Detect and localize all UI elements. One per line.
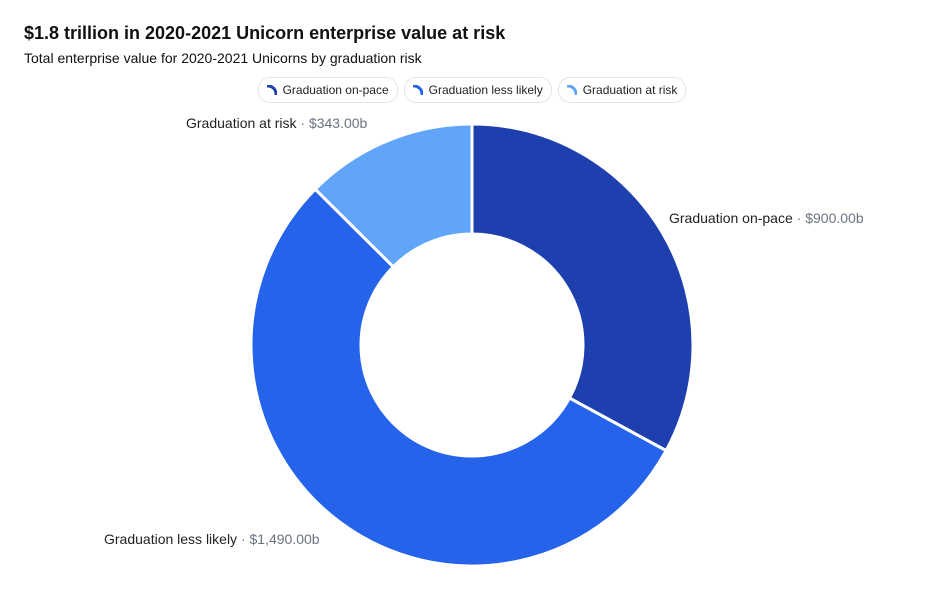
slice-label: Graduation at risk · $343.00b [186,115,368,131]
slice-graduation-less-likely[interactable] [249,187,668,568]
chart-title: $1.8 trillion in 2020-2021 Unicorn enter… [24,23,506,43]
slice-label-value: $343.00b [309,115,368,131]
slice-label-value: $900.00b [805,210,864,226]
slice-label: Graduation less likely · $1,490.00b [104,531,320,547]
legend-swatch-shape [412,85,423,95]
chart-subtitle: Total enterprise value for 2020-2021 Uni… [24,50,422,66]
legend-swatch-shape [266,85,277,95]
legend-item-graduation-less-likely[interactable]: Graduation less likely [403,77,552,103]
legend-swatch-icon [266,85,277,95]
legend-swatch-shape [566,85,577,95]
chart-legend: Graduation on-pace Graduation less likel… [0,77,944,103]
slice-label-separator: · [793,210,805,226]
slice-label-name: Graduation at risk [186,115,297,131]
slice-label-name: Graduation less likely [104,531,237,547]
legend-label: Graduation less likely [428,83,543,97]
slice-label-value: $1,490.00b [250,531,320,547]
legend-item-graduation-at-risk[interactable]: Graduation at risk [557,77,687,103]
legend-label: Graduation at risk [582,83,678,97]
slice-labels: Graduation on-pace · $900.00bGraduation … [104,115,864,547]
legend-item-graduation-on-pace[interactable]: Graduation on-pace [257,77,398,103]
slice-graduation-on-pace[interactable] [470,122,695,453]
legend-swatch-icon [412,85,423,95]
legend-swatch-icon [566,85,577,95]
slice-label-name: Graduation on-pace [669,210,793,226]
slice-graduation-at-risk[interactable] [313,122,474,269]
legend-label: Graduation on-pace [282,83,389,97]
donut-slices [249,122,695,568]
slice-label: Graduation on-pace · $900.00b [669,210,864,226]
slice-label-separator: · [297,115,309,131]
slice-label-separator: · [237,531,249,547]
